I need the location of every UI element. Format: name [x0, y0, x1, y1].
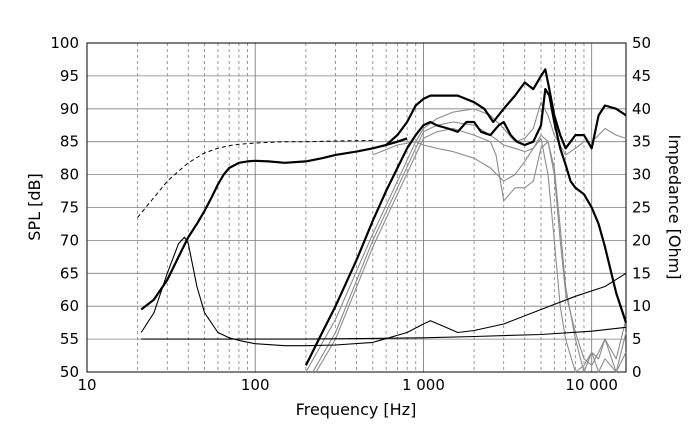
x-axis-label: Frequency [Hz] [296, 400, 417, 419]
y-tick-label: 100 [50, 34, 79, 52]
series-line-1 [140, 137, 408, 311]
x-tick-label: 10 000 [565, 376, 618, 394]
y-tick-labels: 50 55 60 65 70 75 80 85 90 95 100 [50, 34, 79, 381]
y2-tick-label: 20 [632, 231, 651, 249]
series-line-9 [315, 127, 627, 373]
plot-frame [86, 42, 627, 373]
series-line-8 [312, 121, 627, 373]
x-tick-label: 1 000 [402, 376, 445, 394]
x-tick-label: 10 [77, 376, 96, 394]
series-line-10 [372, 137, 627, 373]
y-tick-label: 55 [60, 330, 79, 348]
x-tick-label: 100 [241, 376, 270, 394]
series-line-3 [140, 236, 627, 347]
y-tick-label: 60 [60, 297, 79, 315]
y2-tick-label: 45 [632, 67, 651, 85]
y2-tick-labels: 0 5 10 15 20 25 30 35 40 45 50 [632, 34, 651, 381]
y-tick-label: 50 [60, 363, 79, 381]
y-tick-label: 80 [60, 166, 79, 184]
y-tick-label: 85 [60, 133, 79, 151]
y2-tick-label: 30 [632, 166, 651, 184]
y-tick-label: 65 [60, 264, 79, 282]
y2-tick-label: 5 [632, 330, 642, 348]
series-group [137, 68, 628, 373]
y2-tick-label: 35 [632, 133, 651, 151]
y-tick-label: 90 [60, 100, 79, 118]
y2-axis-label: Impedance [Ohm] [665, 135, 684, 280]
y2-tick-label: 25 [632, 199, 651, 217]
series-line-4 [141, 326, 627, 340]
y-tick-label: 70 [60, 231, 79, 249]
series-line-6 [385, 68, 627, 150]
y2-tick-label: 40 [632, 100, 651, 118]
y2-tick-label: 50 [632, 34, 651, 52]
y2-tick-label: 10 [632, 297, 651, 315]
y-tick-label: 95 [60, 67, 79, 85]
y2-tick-label: 0 [632, 363, 642, 381]
series-line-5 [304, 87, 628, 366]
y-tick-label: 75 [60, 199, 79, 217]
y-axis-label: SPL [dB] [25, 173, 44, 240]
series-line-2 [137, 139, 373, 218]
x-tick-labels: 10 100 1 000 10 000 [77, 376, 617, 394]
y2-tick-label: 15 [632, 264, 651, 282]
